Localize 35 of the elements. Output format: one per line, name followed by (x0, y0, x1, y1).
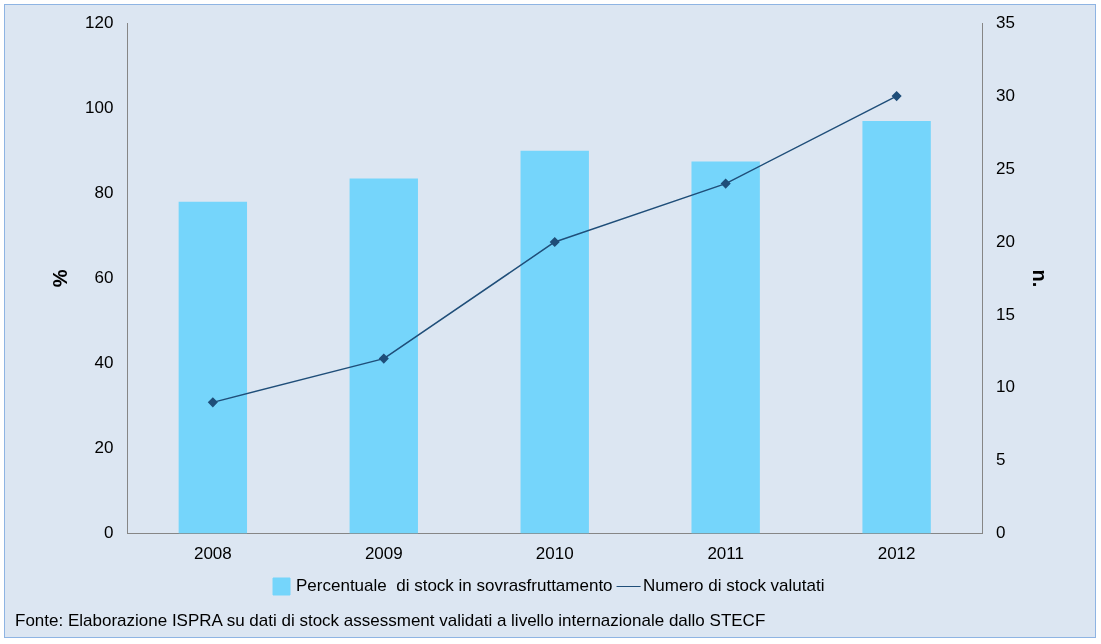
x-tick-label: 2010 (535, 544, 574, 564)
y2-tick-label: 25 (996, 158, 1016, 178)
point (891, 91, 902, 101)
point (379, 353, 389, 364)
y2-tick-label: 30 (996, 85, 1016, 105)
x-tick-label: 2012 (877, 544, 916, 564)
point (208, 397, 218, 408)
x-tick-label: 2008 (193, 544, 232, 564)
x-tick-label: 2009 (364, 544, 403, 564)
bar (520, 150, 589, 534)
x-tick-label: 2011 (707, 544, 744, 564)
y-tick-label: 40 (94, 353, 114, 373)
y-tick-label: 60 (94, 268, 114, 288)
bar (691, 161, 760, 534)
y2-tick-label: 0 (996, 523, 1006, 543)
bar (862, 121, 931, 534)
y2-tick-label: 15 (996, 304, 1016, 324)
point (720, 178, 731, 189)
legend-label: Percentuale di stock in sovrasfruttamento (296, 576, 613, 596)
y-tick-label: 100 (84, 97, 114, 117)
y2-tick-label: 20 (996, 231, 1016, 251)
y-axis-title: % (48, 269, 71, 288)
bar (349, 178, 418, 534)
source-note: Fonte: Elaborazione ISPRA su dati di stock assessment validati a livello internazionale dallo STECF (15, 611, 766, 631)
y2-tick-label: 35 (996, 12, 1016, 32)
y-tick-label: 120 (84, 12, 114, 32)
y-tick-label: 80 (94, 183, 114, 203)
bar (178, 201, 248, 534)
y2-tick-label: 10 (996, 377, 1016, 397)
y2-axis-title: n. (1029, 269, 1052, 288)
y2-tick-label: 5 (996, 450, 1006, 470)
y-tick-label: 20 (94, 438, 114, 458)
y-tick-label: 0 (103, 523, 114, 543)
legend-label: Numero di stock valutati (643, 576, 825, 596)
point (549, 237, 560, 247)
